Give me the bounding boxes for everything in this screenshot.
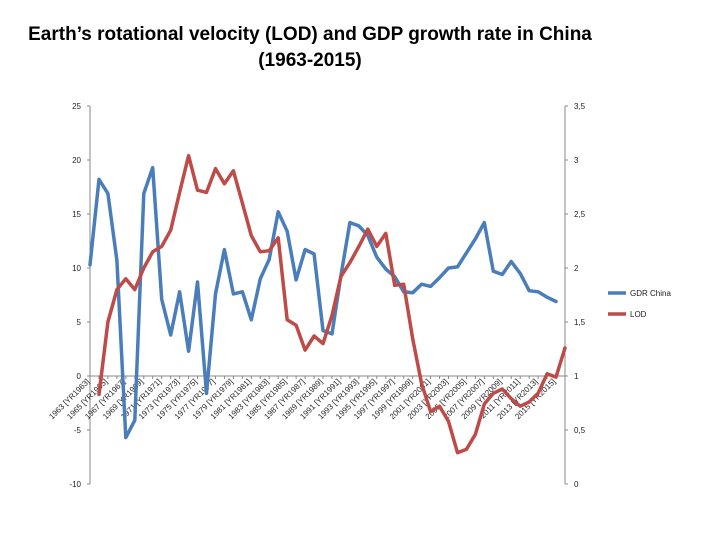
- y-left-tick-label: -5: [74, 426, 82, 435]
- legend-label-gdr-china: GDR China: [630, 289, 671, 298]
- chart-legend: GDR China LOD: [608, 289, 671, 319]
- y-right-tick-label: 0: [574, 480, 579, 489]
- y-right-tick-label: 1: [574, 372, 579, 381]
- chart-series: [88, 153, 567, 455]
- y-left-tick-label: 5: [77, 318, 82, 327]
- y-right-tick-label: 0,5: [574, 426, 586, 435]
- y-left-tick-label: 20: [72, 156, 81, 165]
- y-right-tick-label: 2: [574, 264, 579, 273]
- y-right-tick-label: 3: [574, 156, 579, 165]
- chart-title-line1: Earth’s rotational velocity (LOD) and GD…: [28, 24, 592, 45]
- y-left-tick-label: 10: [72, 264, 81, 273]
- y-right-tick-label: 3,5: [574, 102, 586, 111]
- y-left-tick-label: 25: [72, 102, 81, 111]
- chart-title-line2: (1963-2015): [258, 50, 362, 71]
- y-left-tick-label: -10: [69, 480, 81, 489]
- chart-title: Earth’s rotational velocity (LOD) and GD…: [0, 22, 620, 74]
- series-line-gdr-china: [88, 165, 558, 440]
- y-left-tick-label: 15: [72, 210, 81, 219]
- y-right-tick-label: 1,5: [574, 318, 586, 327]
- y-left-tick-label: 0: [77, 372, 82, 381]
- y-right-tick-label: 2,5: [574, 210, 586, 219]
- series-line-lod: [97, 153, 567, 455]
- legend-label-lod: LOD: [630, 310, 647, 319]
